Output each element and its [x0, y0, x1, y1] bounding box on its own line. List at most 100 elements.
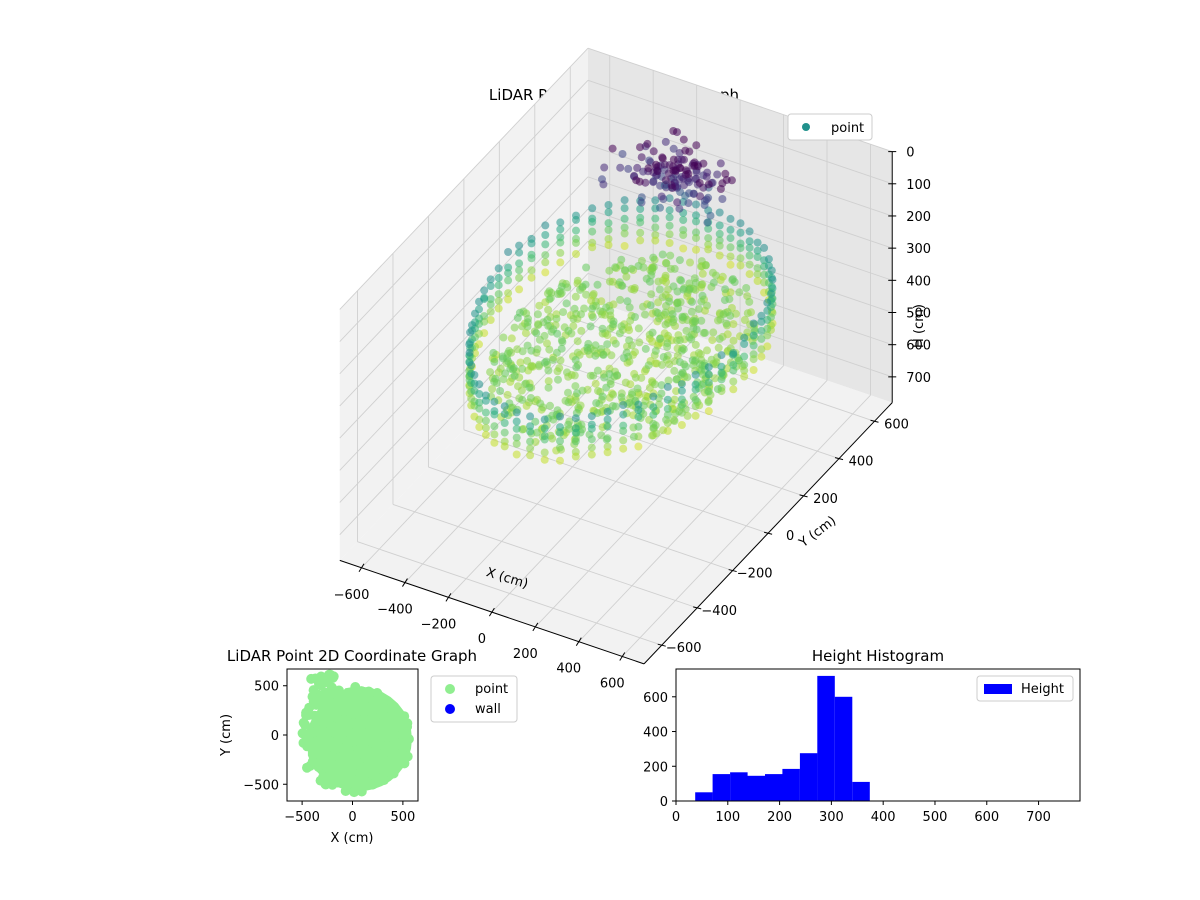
point-3d	[488, 385, 497, 393]
point-3d	[515, 285, 524, 294]
point-3d	[636, 218, 645, 227]
point-3d	[540, 455, 549, 464]
point-3d	[692, 200, 700, 209]
point-3d	[545, 345, 554, 354]
grid-line	[339, 80, 589, 342]
histogram-bar	[765, 774, 783, 801]
point-3d	[726, 252, 735, 261]
point-2d	[354, 759, 365, 770]
point-3d	[740, 340, 749, 348]
point-3d	[716, 185, 725, 193]
point-3d	[665, 206, 674, 215]
point-2d	[388, 768, 399, 779]
point-3d	[692, 211, 700, 220]
point-3d	[675, 336, 684, 345]
point-3d	[602, 383, 611, 392]
point-3d	[637, 373, 646, 382]
point-3d	[763, 306, 772, 315]
point-3d	[669, 127, 678, 135]
point-3d	[757, 317, 766, 326]
point-3d	[490, 430, 499, 439]
point-3d	[663, 404, 672, 413]
point-3d	[713, 385, 722, 394]
point-3d	[577, 326, 586, 335]
point-2d	[319, 734, 330, 745]
point-3d	[663, 395, 672, 404]
point-3d	[630, 285, 639, 294]
point-3d	[583, 346, 592, 355]
y-tick-label: 400	[849, 455, 874, 470]
point-3d	[603, 448, 612, 457]
point-3d	[556, 437, 564, 446]
point-3d	[670, 417, 679, 425]
point-3d	[604, 208, 613, 217]
x-tick	[619, 652, 626, 661]
point-2d	[345, 728, 356, 739]
point-3d	[670, 264, 679, 273]
point-3d	[649, 403, 658, 412]
point-3d	[572, 226, 580, 235]
point-3d	[587, 435, 596, 444]
point-2d	[368, 750, 378, 761]
point-3d	[753, 238, 762, 247]
point-3d	[633, 384, 642, 393]
point-3d	[600, 163, 609, 172]
point-3d	[602, 435, 611, 444]
point-3d	[702, 195, 711, 204]
point-3d	[694, 162, 702, 171]
point-3d	[651, 236, 660, 245]
histogram-y-tick-label: 600	[643, 691, 668, 706]
point-3d	[553, 329, 562, 338]
point-3d	[701, 328, 709, 337]
point-3d	[481, 408, 490, 417]
point-2d	[318, 674, 329, 685]
point-3d	[634, 390, 643, 399]
point-3d	[648, 328, 657, 337]
point-3d	[569, 322, 578, 331]
point-3d	[490, 357, 499, 366]
point-3d	[718, 195, 727, 203]
x-tick	[575, 637, 582, 646]
point-3d	[704, 387, 713, 396]
point-3d	[518, 347, 527, 356]
chart2d-points	[297, 669, 414, 798]
point-3d	[666, 251, 675, 260]
point-2d	[349, 787, 360, 798]
histogram-bar	[817, 675, 835, 801]
grid-line	[587, 176, 893, 281]
point-3d	[716, 159, 725, 168]
point-3d	[634, 442, 643, 451]
point-3d	[510, 323, 519, 332]
point-3d	[593, 366, 602, 375]
chart2d-x-tick-label: 0	[348, 810, 356, 825]
point-3d	[736, 254, 745, 263]
point-2d	[396, 748, 407, 759]
point-3d	[527, 239, 536, 248]
point-3d	[533, 345, 542, 354]
point-3d	[582, 290, 591, 299]
scatter-3d-chart: LiDAR Point 3D Coordinate Graph −600−400…	[334, 47, 931, 691]
y-tick	[834, 457, 844, 461]
chart2d-legend-point-marker	[445, 684, 455, 694]
point-3d	[481, 416, 490, 425]
point-3d	[500, 402, 509, 411]
point-3d	[672, 387, 681, 396]
point-3d	[486, 300, 495, 309]
point-3d	[534, 321, 543, 330]
point-3d	[625, 303, 634, 312]
chart3d-ylabel: Y (cm)	[796, 514, 839, 552]
point-3d	[486, 282, 495, 290]
point-3d	[486, 368, 495, 377]
point-3d	[627, 264, 636, 273]
point-3d	[573, 337, 582, 346]
point-3d	[504, 269, 513, 278]
point-3d	[526, 451, 535, 460]
point-3d	[518, 395, 527, 404]
point-3d	[745, 251, 754, 260]
histogram-ticks: 0 100 200 300 400 500 600 700 0 200 400 600	[643, 691, 1051, 825]
point-3d	[588, 313, 597, 322]
point-3d	[572, 250, 580, 258]
point-3d	[684, 169, 693, 178]
point-2d	[307, 691, 318, 702]
z-tick-label: 400	[906, 274, 931, 289]
